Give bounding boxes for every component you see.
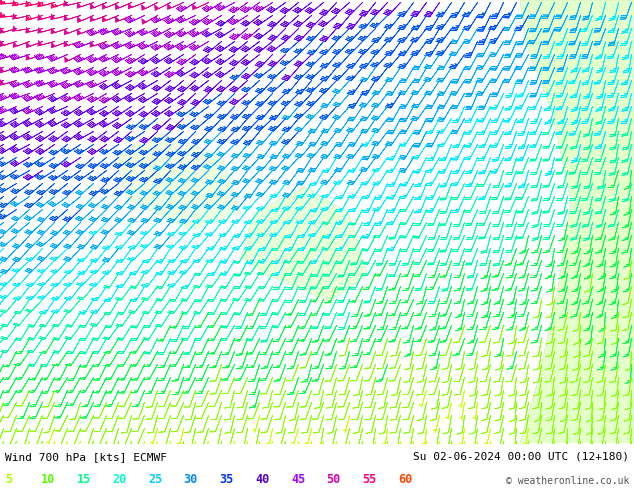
- Text: 45: 45: [291, 473, 305, 486]
- Text: 55: 55: [363, 473, 377, 486]
- Text: 25: 25: [148, 473, 162, 486]
- Polygon shape: [241, 186, 368, 301]
- Text: 60: 60: [398, 473, 412, 486]
- Text: Wind 700 hPa [kts] ECMWF: Wind 700 hPa [kts] ECMWF: [5, 452, 167, 462]
- Text: 40: 40: [256, 473, 269, 486]
- Text: 15: 15: [77, 473, 91, 486]
- Text: 10: 10: [41, 473, 55, 486]
- Text: 35: 35: [219, 473, 234, 486]
- Polygon shape: [520, 0, 634, 443]
- Text: 50: 50: [327, 473, 341, 486]
- Text: 5: 5: [5, 473, 12, 486]
- Text: Su 02-06-2024 00:00 UTC (12+180): Su 02-06-2024 00:00 UTC (12+180): [413, 452, 629, 462]
- Polygon shape: [114, 133, 241, 231]
- Text: © weatheronline.co.uk: © weatheronline.co.uk: [505, 476, 629, 486]
- Text: 30: 30: [184, 473, 198, 486]
- Text: 20: 20: [112, 473, 127, 486]
